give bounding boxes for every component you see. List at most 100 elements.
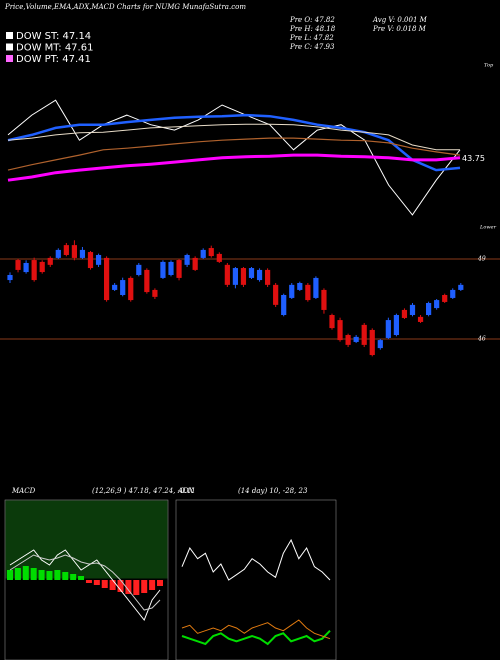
candle-body [168,261,174,275]
candle-body [417,316,424,322]
macd-bg [5,500,168,579]
panel-title: MACD [11,487,36,495]
annotation: Lower [479,225,497,231]
adx-line [181,630,331,646]
candle-body [39,261,45,273]
candle-body [273,284,279,305]
candle-body [15,260,21,270]
candle-body [426,303,432,316]
candle-body [184,254,190,265]
candle-body [224,264,230,285]
info: Avg V: 0.001 M [372,16,428,24]
ema-line [7,113,461,172]
macd-bar [157,580,163,586]
candle-body [345,335,351,345]
candle-body [112,284,118,290]
macd-bar [78,576,85,580]
y-tick-label: 46 [477,336,486,343]
candle-body [104,257,110,301]
macd-bar [62,572,69,580]
legend-label: DOW PT: 47.41 [16,54,91,65]
info: Pre O: 47.82 [289,16,335,24]
candle-body [144,269,150,293]
ema-line [7,153,461,182]
candle-body [120,280,126,295]
macd-bar [38,570,45,580]
candle-body [361,324,367,345]
candle-body [7,274,13,281]
macd-bar [85,580,92,583]
macd-bar [93,580,100,585]
candle-body [450,289,456,298]
legend-swatch [6,55,13,62]
legend-swatch [6,43,13,51]
legend-swatch [6,32,13,39]
candle-body [63,245,69,255]
panel-subtitle: (12,26,9 ) 47.18, 47.24, -0.11 [92,487,196,495]
candle-body [87,252,94,269]
candle-body [442,295,448,302]
legend-label: DOW ST: 47.14 [16,31,91,42]
candle-body [23,262,29,273]
candle-body [265,269,271,285]
macd-line [9,549,161,621]
candle-body [393,315,399,336]
macd-bar [22,566,29,580]
annotation: Top [484,63,494,69]
adx-panel [175,499,337,660]
candle-body [377,340,383,349]
candle-body [297,282,303,290]
y-tick-label: 43.75 [462,154,485,163]
candle-body [458,284,464,290]
candle-body [192,257,198,270]
panel-title: ADX [177,487,195,495]
macd-bar [7,570,13,580]
candle-body [55,249,61,258]
y-tick-label: 49 [477,255,486,262]
candle-body [71,245,77,258]
macd-bar [125,580,132,594]
candle-body [200,249,206,258]
ema-line [7,123,460,151]
candle-body [321,289,327,310]
candle-body [385,320,391,338]
macd-bar [141,580,148,593]
candle-body [337,320,343,341]
info: Pre V: 0.018 M [372,25,427,33]
candle-body [240,268,247,285]
ema-line [7,137,461,171]
candle-body [353,336,359,342]
ema-line [7,99,461,216]
macd-bar [109,580,116,590]
macd-bar [30,568,37,580]
candle-body [232,268,238,285]
candle-body [176,260,182,278]
candle-body [256,269,263,281]
legend-label: DOW MT: 47.61 [16,43,93,54]
candle-body [136,264,142,275]
macd-bar [133,580,140,595]
candle-body [47,257,53,265]
candle-body [409,304,416,316]
candle-body [248,268,255,278]
macd-bar [54,570,61,580]
candle-body [369,329,375,356]
macd-bar [46,571,53,580]
candle-body [128,277,134,301]
macd-line [9,554,161,611]
panel-subtitle: (14 day) 10, -28, 23 [238,487,308,495]
macd-bar [149,580,156,590]
candle-body [152,289,158,297]
candle-body [305,284,311,301]
macd-bar [70,574,77,580]
info: Pre L: 47.82 [289,34,334,42]
candle-body [289,284,295,298]
candle-body [216,253,222,262]
candle-body [95,254,102,265]
info: Pre H: 48.18 [289,25,336,33]
candle-body [329,315,335,329]
page-title: Price,Volume,EMA,ADX,MACD Charts for NUM… [4,3,246,11]
macd-bar [117,580,124,592]
adx-line [181,619,331,640]
